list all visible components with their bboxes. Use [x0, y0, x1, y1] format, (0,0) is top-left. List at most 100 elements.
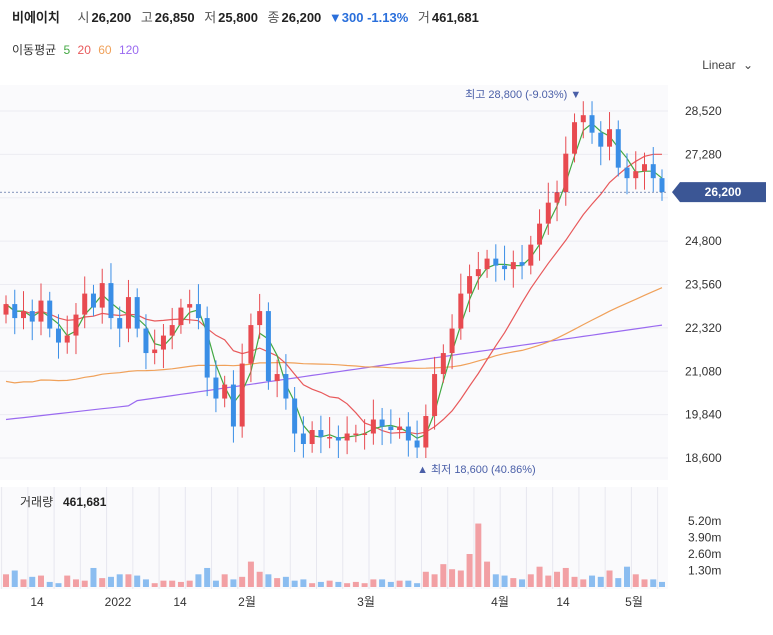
volume-bar [274, 578, 281, 587]
volume-bar [265, 574, 272, 587]
candle-body [484, 258, 490, 270]
volume-bar [457, 570, 464, 587]
candle-body [545, 202, 551, 224]
volume-bar [510, 578, 517, 587]
ma-5[interactable]: 5 [63, 43, 71, 57]
candle-body [169, 325, 175, 336]
volume-bar [536, 566, 543, 587]
volume-bar [212, 580, 219, 587]
ma-120[interactable]: 120 [118, 43, 139, 57]
volume-bar [142, 579, 149, 587]
candle-body [467, 276, 473, 294]
candle-body [64, 335, 70, 343]
candle-body [82, 293, 88, 315]
candle-body [650, 164, 656, 179]
candle-body [265, 311, 271, 382]
candle-body [414, 440, 420, 448]
ma-20[interactable]: 20 [77, 43, 91, 57]
candle-body [432, 374, 438, 417]
volume-bar [597, 576, 604, 587]
candle-body [353, 433, 359, 436]
candle-body [55, 328, 61, 343]
candle-body [38, 300, 44, 322]
candle-body [90, 293, 96, 308]
volume-bar [326, 580, 333, 587]
volume-bar [186, 580, 193, 587]
volume-bar [527, 574, 534, 587]
scale-label: Linear [702, 58, 736, 72]
volume-bar [282, 576, 289, 587]
ma20-line [5, 153, 662, 435]
candle-body [475, 269, 481, 277]
candle-body [370, 419, 376, 434]
change-value: ▼300 -1.13% [328, 10, 409, 25]
high-annotation: 최고 28,800 (-9.03%) ▼ [465, 88, 581, 101]
open-value: 26,200 [91, 10, 132, 25]
close-label: 종 [267, 10, 280, 25]
volume-bar [387, 581, 394, 587]
ma-60[interactable]: 60 [98, 43, 112, 57]
x-tick-label: 14 [30, 595, 44, 609]
volume-bar [571, 576, 578, 587]
volume-bar [580, 579, 587, 587]
candle-body [3, 304, 9, 315]
candle-body [397, 426, 403, 431]
y-tick-label: 23,560 [685, 278, 722, 292]
volume-bar [405, 580, 412, 587]
volume-bar [169, 580, 176, 587]
x-tick-label: 14 [556, 595, 570, 609]
volume-bar [606, 570, 613, 587]
candle-body [440, 353, 446, 375]
candle-body [449, 328, 455, 354]
volume-bar [396, 580, 403, 587]
volume-bar [46, 581, 53, 587]
volume-bar [422, 571, 429, 587]
candle-body [589, 115, 595, 133]
candle-body [344, 433, 350, 441]
volume-bar [134, 575, 141, 587]
candle-body [117, 318, 123, 329]
volume-bar [151, 583, 158, 587]
candle-body [248, 325, 254, 364]
volume-bar [519, 579, 526, 587]
scale-selector[interactable]: Linear ⌄ [702, 58, 753, 72]
x-tick-label: 4월 [491, 595, 509, 609]
volume-bar [160, 580, 167, 587]
y-tick-label: 21,080 [685, 364, 722, 378]
volume-label: 거 [417, 10, 430, 25]
volume-bar [72, 579, 79, 587]
volume-bar [501, 575, 508, 587]
volume-bar [195, 574, 202, 587]
low-label: 저 [204, 10, 217, 25]
volume-bar [589, 575, 596, 587]
volume-bar [204, 567, 211, 587]
high-value: 26,850 [154, 10, 195, 25]
candle-body [178, 307, 184, 326]
volume-bar [475, 523, 482, 587]
volume-bar [37, 575, 44, 587]
volume-bar [414, 583, 421, 587]
volume-bar [615, 578, 622, 587]
candle-body [458, 293, 464, 329]
x-tick-label: 5월 [625, 595, 643, 609]
candle-body [405, 426, 411, 441]
y-tick-label: 19,840 [685, 408, 722, 422]
volume-bar [116, 574, 123, 587]
volume-bar [20, 579, 27, 587]
candle-body [160, 335, 166, 350]
candle-body [230, 384, 236, 427]
x-tick-label: 14 [173, 595, 187, 609]
volume-bar [352, 581, 359, 587]
candle-body [222, 384, 228, 399]
price-header: 비에이치 시 26,200 고 26,850 저 25,800 종 26,200 ▼30… [12, 7, 479, 26]
volume-bar [11, 570, 18, 587]
volume-bar [659, 581, 665, 587]
moving-average-legend[interactable]: 이동평균 5 20 60 120 [12, 41, 143, 58]
candle-body [73, 314, 79, 336]
candle-body [213, 377, 219, 399]
volume-value: 461,681 [431, 10, 479, 25]
volume-bar [335, 581, 342, 587]
candle-body [300, 433, 306, 445]
volume-bar [545, 575, 552, 587]
